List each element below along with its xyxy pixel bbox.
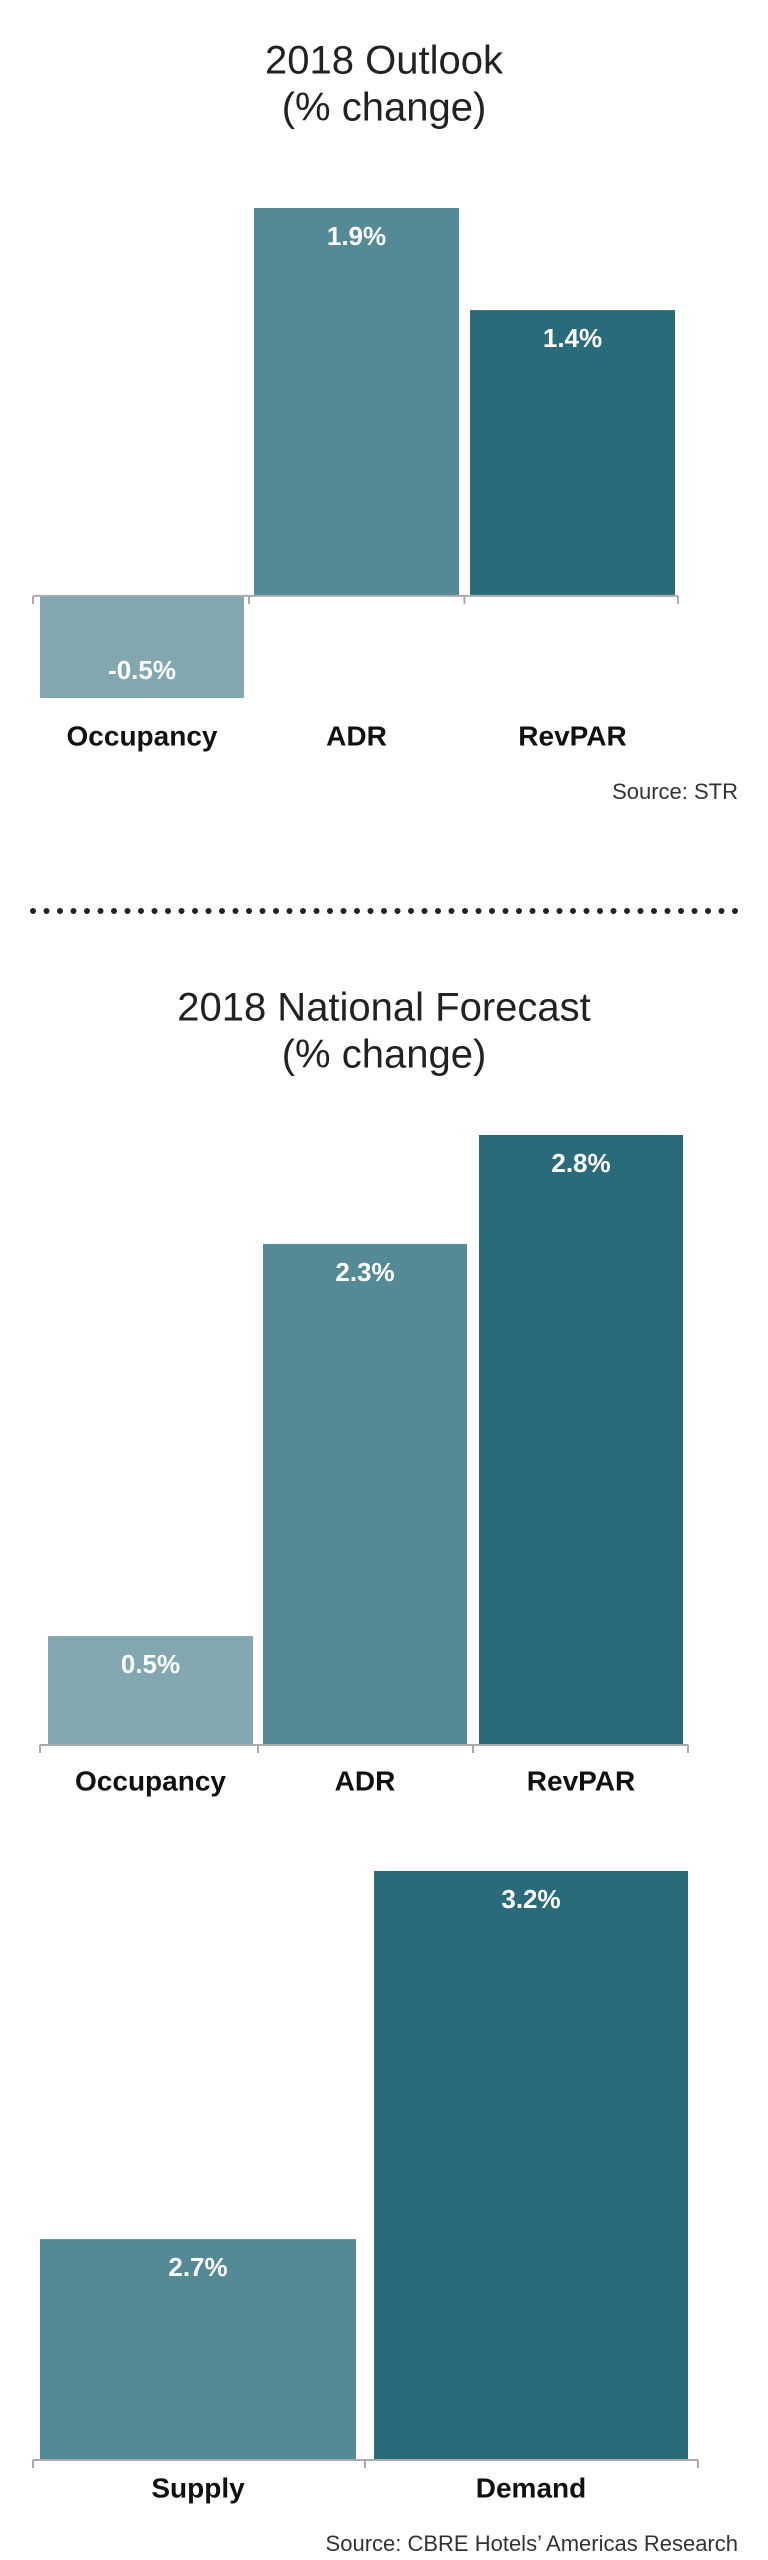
bar <box>40 2239 356 2460</box>
category-label: Occupancy <box>75 1765 226 1796</box>
source-note: Source: STR <box>612 779 738 804</box>
category-label: RevPAR <box>518 720 626 751</box>
bar <box>40 595 244 698</box>
bar <box>263 1243 467 1745</box>
value-label: 0.5% <box>121 1649 180 1679</box>
chart-subtitle: (% change) <box>282 86 487 130</box>
source-note: Source: CBRE Hotels’ Americas Research <box>326 2531 738 2555</box>
category-label: ADR <box>335 1765 396 1796</box>
bar <box>470 310 675 596</box>
category-label: Supply <box>151 2472 245 2503</box>
value-label: 1.9% <box>327 221 386 251</box>
category-label: ADR <box>326 720 387 751</box>
bar <box>48 1636 253 1745</box>
chart-title: 2018 National Forecast <box>177 986 591 1030</box>
value-label: 2.3% <box>335 1257 394 1287</box>
value-label: 2.7% <box>168 2252 227 2282</box>
bar <box>479 1135 683 1745</box>
value-label: 2.8% <box>551 1148 610 1178</box>
category-label: Occupancy <box>67 720 218 751</box>
category-label: RevPAR <box>527 1765 635 1796</box>
value-label: 1.4% <box>543 323 602 353</box>
bar <box>374 1871 688 2460</box>
chart-subtitle: (% change) <box>282 1033 487 1077</box>
value-label: 3.2% <box>501 1884 560 1914</box>
value-label: -0.5% <box>108 655 176 685</box>
bar <box>254 208 459 596</box>
chart-title: 2018 Outlook <box>265 39 504 83</box>
category-label: Demand <box>476 2472 586 2503</box>
